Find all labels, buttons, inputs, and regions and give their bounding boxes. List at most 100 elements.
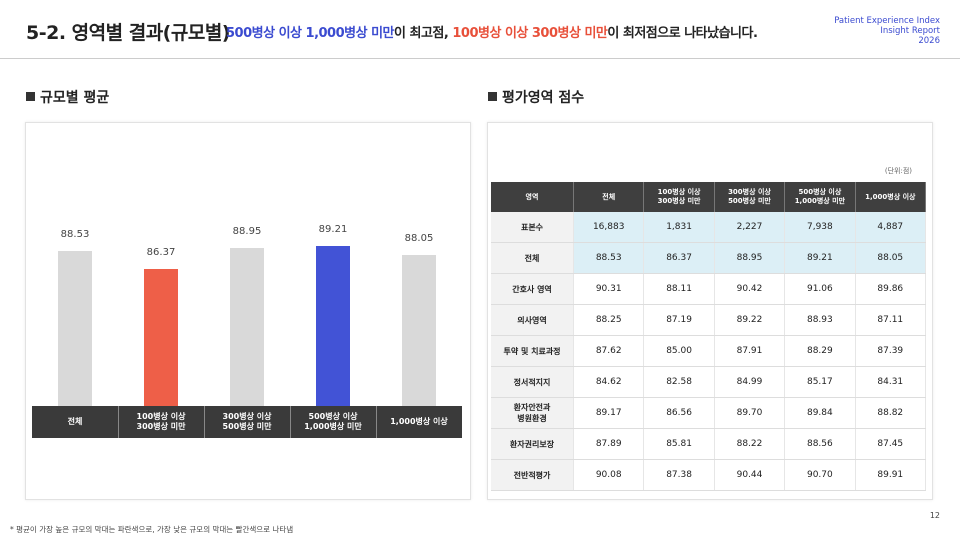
table-cell: 89.86 xyxy=(855,273,927,305)
x-tick-label: 1,000병상 이상 xyxy=(390,417,448,426)
category-separator xyxy=(290,406,291,438)
table-cell: 85.81 xyxy=(643,428,715,460)
table-cell: 91.06 xyxy=(784,273,856,305)
table-cell: 84.99 xyxy=(714,366,786,398)
section-title: 평가영역 점수 xyxy=(488,87,584,107)
table-panel xyxy=(487,122,933,500)
value-label: 88.95 xyxy=(232,225,262,237)
x-tick-label: 전체 xyxy=(67,417,83,426)
table-cell: 90.08 xyxy=(573,459,645,491)
row-header: 정서적지지 xyxy=(491,366,574,398)
table-cell: 88.25 xyxy=(573,304,645,336)
table-cell: 90.70 xyxy=(784,459,856,491)
table-cell: 88.95 xyxy=(714,242,786,274)
bar xyxy=(144,269,178,406)
table-cell: 87.19 xyxy=(643,304,715,336)
bar xyxy=(402,255,436,406)
value-label: 88.53 xyxy=(60,229,90,241)
column-header: 300병상 이상 500병상 미만 xyxy=(714,182,786,212)
table-cell: 2,227 xyxy=(714,212,786,243)
table-row: 환자권리보장 87.89 85.81 88.22 88.56 87.45 xyxy=(491,428,927,460)
table-cell: 88.22 xyxy=(714,428,786,460)
column-header: 100병상 이상 300병상 미만 xyxy=(643,182,715,212)
table-cell: 88.11 xyxy=(643,273,715,305)
subtitle-part: 이 최저점으로 나타났습니다. xyxy=(607,26,758,41)
table-cell: 7,938 xyxy=(784,212,856,243)
subtitle: 500병상 이상 1,000병상 미만이 최고점, 100병상 이상 300병상… xyxy=(226,22,758,41)
table-cell: 89.22 xyxy=(714,304,786,336)
row-header: 전반적평가 xyxy=(491,459,574,491)
slide-title: 5-2. 영역별 결과(규모별) xyxy=(26,22,230,44)
table-cell: 4,887 xyxy=(855,212,927,243)
table-cell: 88.05 xyxy=(855,242,927,274)
table-row: 전체 88.53 86.37 88.95 89.21 88.05 xyxy=(491,242,927,274)
table-cell: 90.44 xyxy=(714,459,786,491)
table-row: 의사영역 88.25 87.19 89.22 88.93 87.11 xyxy=(491,304,927,336)
table-row: 표본수 16,883 1,831 2,227 7,938 4,887 xyxy=(491,212,927,243)
x-tick-label: 500병상 이상 1,000병상 미만 xyxy=(304,412,362,431)
divider xyxy=(0,58,960,59)
table-cell: 87.45 xyxy=(855,428,927,460)
row-header: 간호사 영역 xyxy=(491,273,574,305)
footnote: * 평균이 가장 높은 규모의 막대는 파란색으로, 가장 낮은 규모의 막대는… xyxy=(10,525,294,534)
x-tick-label: 300병상 이상 500병상 미만 xyxy=(222,412,272,431)
table-cell: 84.31 xyxy=(855,366,927,398)
unit-label: (단위:점) xyxy=(884,167,912,175)
x-tick-label: 100병상 이상 300병상 미만 xyxy=(136,412,186,431)
subtitle-part: 이 최고점, xyxy=(394,26,453,41)
column-header: 전체 xyxy=(573,182,645,212)
table-cell: 89.70 xyxy=(714,397,786,429)
column-header: 500병상 이상 1,000병상 미만 xyxy=(784,182,856,212)
table-cell: 88.82 xyxy=(855,397,927,429)
table-cell: 87.38 xyxy=(643,459,715,491)
category-strip xyxy=(32,406,462,438)
subtitle-part: 100병상 이상 300병상 미만 xyxy=(452,26,608,41)
row-header: 투약 및 치료과정 xyxy=(491,335,574,367)
table-cell: 87.89 xyxy=(573,428,645,460)
score-table: 영역 전체 100병상 이상 300병상 미만 300병상 이상 500병상 미만 50… xyxy=(491,182,927,491)
bar xyxy=(58,251,92,406)
table-row: 투약 및 치료과정 87.62 85.00 87.91 88.29 87.39 xyxy=(491,335,927,367)
table-cell: 87.39 xyxy=(855,335,927,367)
value-label: 89.21 xyxy=(318,223,348,235)
column-header: 영역 xyxy=(491,182,574,212)
category-separator xyxy=(204,406,205,438)
header-row: 영역 전체 100병상 이상 300병상 미만 300병상 이상 500병상 미만 50… xyxy=(491,182,927,212)
bar xyxy=(230,247,264,406)
table-cell: 84.62 xyxy=(573,366,645,398)
table-row: 간호사 영역 90.31 88.11 90.42 91.06 89.86 xyxy=(491,273,927,305)
category-separator xyxy=(118,406,119,438)
brand-line: Patient Experience Index xyxy=(834,16,940,26)
brand-line: 2026 xyxy=(918,36,940,46)
bar xyxy=(316,245,350,406)
value-label: 88.05 xyxy=(404,233,434,245)
row-header: 환자권리보장 xyxy=(491,428,574,460)
table-cell: 89.17 xyxy=(573,397,645,429)
table-cell: 90.42 xyxy=(714,273,786,305)
table-cell: 86.56 xyxy=(643,397,715,429)
table-cell: 87.62 xyxy=(573,335,645,367)
subtitle-part: 500병상 이상 1,000병상 미만 xyxy=(226,26,395,41)
value-label: 86.37 xyxy=(146,247,176,259)
table-row: 환자안전과 병원환경 89.17 86.56 89.70 89.84 88.82 xyxy=(491,397,927,429)
table-cell: 87.11 xyxy=(855,304,927,336)
table-cell: 85.00 xyxy=(643,335,715,367)
table-cell: 87.91 xyxy=(714,335,786,367)
brand-line: Insight Report xyxy=(880,26,940,36)
table-cell: 89.21 xyxy=(784,242,856,274)
table-row: 정서적지지 84.62 82.58 84.99 85.17 84.31 xyxy=(491,366,927,398)
chart-panel xyxy=(25,122,471,500)
table-cell: 89.84 xyxy=(784,397,856,429)
row-header: 환자안전과 병원환경 xyxy=(491,397,574,429)
brand: Patient Experience Index Insight Report 20… xyxy=(834,16,940,46)
table-cell: 88.56 xyxy=(784,428,856,460)
table-cell: 1,831 xyxy=(643,212,715,243)
table-cell: 85.17 xyxy=(784,366,856,398)
section-title: 규모별 평균 xyxy=(26,87,109,107)
table-cell: 86.37 xyxy=(643,242,715,274)
table-cell: 82.58 xyxy=(643,366,715,398)
row-header: 표본수 xyxy=(491,212,574,243)
page-number: 12 xyxy=(929,511,940,520)
table-cell: 88.29 xyxy=(784,335,856,367)
